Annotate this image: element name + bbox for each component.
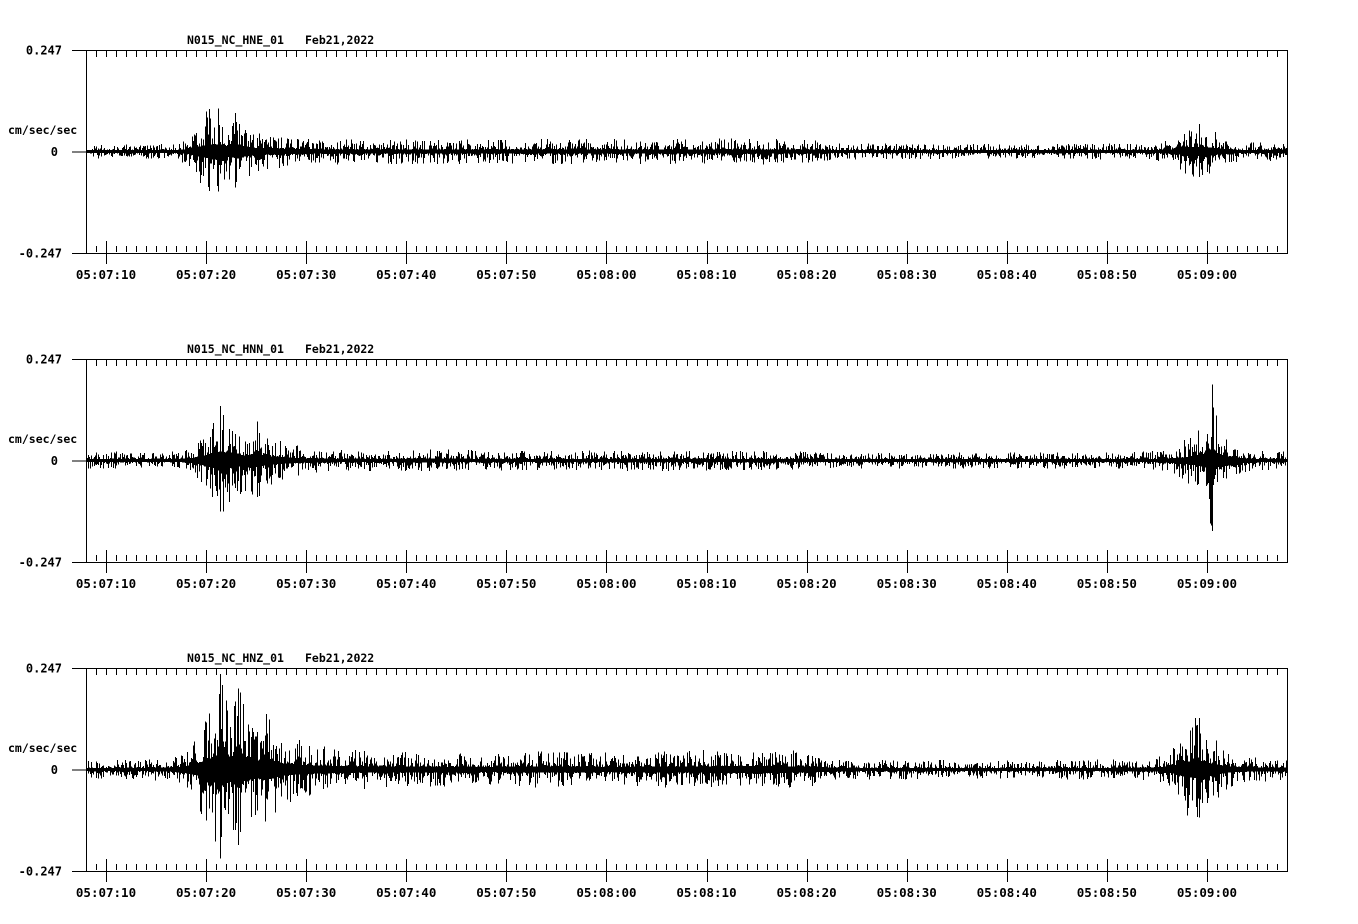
x-tick-label: 05:07:50	[476, 885, 536, 900]
x-tick-label: 05:09:00	[1177, 885, 1237, 900]
panel-title-station: N015_NC_HNZ_01	[187, 651, 284, 666]
waveform-trace	[86, 674, 1287, 859]
x-tick-label: 05:07:10	[76, 885, 136, 900]
y-units-label: cm/sec/sec	[8, 741, 77, 755]
x-tick-label: 05:07:40	[376, 576, 436, 591]
x-tick-label: 05:08:00	[576, 885, 636, 900]
x-tick-label: 05:07:20	[176, 576, 236, 591]
y-zero-label: 0	[51, 763, 58, 777]
x-tick-label: 05:07:30	[276, 885, 336, 900]
y-max-label: 0.247	[26, 353, 62, 367]
x-tick-label: 05:09:00	[1177, 576, 1237, 591]
x-tick-label: 05:07:10	[76, 267, 136, 282]
x-tick-label: 05:08:40	[977, 267, 1037, 282]
x-tick-label: 05:08:40	[977, 885, 1037, 900]
x-tick-label: 05:08:30	[877, 885, 937, 900]
y-min-label: -0.247	[19, 865, 62, 879]
y-min-label: -0.247	[19, 247, 62, 261]
x-tick-label: 05:08:50	[1077, 576, 1137, 591]
x-tick-label: 05:07:50	[476, 267, 536, 282]
waveform-trace	[86, 384, 1287, 532]
x-tick-label: 05:08:10	[676, 576, 736, 591]
x-tick-label: 05:07:30	[276, 267, 336, 282]
x-tick-label: 05:08:40	[977, 576, 1037, 591]
x-tick-label: 05:09:00	[1177, 267, 1237, 282]
x-tick-label: 05:07:30	[276, 576, 336, 591]
x-tick-label: 05:07:40	[376, 267, 436, 282]
x-tick-label: 05:08:10	[676, 267, 736, 282]
y-max-label: 0.247	[26, 662, 62, 676]
x-tick-label: 05:07:40	[376, 885, 436, 900]
x-tick-label: 05:08:30	[877, 267, 937, 282]
x-tick-label: 05:08:30	[877, 576, 937, 591]
x-tick-label: 05:08:00	[576, 576, 636, 591]
x-tick-label: 05:07:20	[176, 267, 236, 282]
x-tick-label: 05:08:00	[576, 267, 636, 282]
panel-title-date: Feb21,2022	[305, 33, 374, 47]
seismogram-panel-hnz: 05:07:10 05:07:20 05:07:30 05:07:40 05:07:50…	[8, 651, 1288, 900]
x-tick-label: 05:07:10	[76, 576, 136, 591]
x-tick-label: 05:08:20	[776, 576, 836, 591]
panel-title-date: Feb21,2022	[305, 651, 374, 665]
panel-title-station: N015_NC_HNE_01	[187, 33, 284, 48]
seismogram-panel-hne: 05:07:10 05:07:20 05:07:30 05:07:40 05:07:50…	[8, 33, 1288, 282]
x-tick-label: 05:07:50	[476, 576, 536, 591]
y-min-label: -0.247	[19, 556, 62, 570]
y-units-label: cm/sec/sec	[8, 432, 77, 446]
y-zero-label: 0	[51, 454, 58, 468]
x-tick-label: 05:07:20	[176, 885, 236, 900]
y-max-label: 0.247	[26, 44, 62, 58]
x-tick-label: 05:08:10	[676, 885, 736, 900]
x-tick-label: 05:08:20	[776, 267, 836, 282]
x-tick-label: 05:08:50	[1077, 267, 1137, 282]
x-tick-label: 05:08:20	[776, 885, 836, 900]
x-tick-label: 05:08:50	[1077, 885, 1137, 900]
panel-title-station: N015_NC_HNN_01	[187, 342, 284, 357]
y-units-label: cm/sec/sec	[8, 123, 77, 137]
panel-title-date: Feb21,2022	[305, 342, 374, 356]
waveform-trace	[86, 108, 1287, 192]
seismogram-panel-hnn: 05:07:10 05:07:20 05:07:30 05:07:40 05:07:50…	[8, 342, 1288, 591]
y-zero-label: 0	[51, 145, 58, 159]
